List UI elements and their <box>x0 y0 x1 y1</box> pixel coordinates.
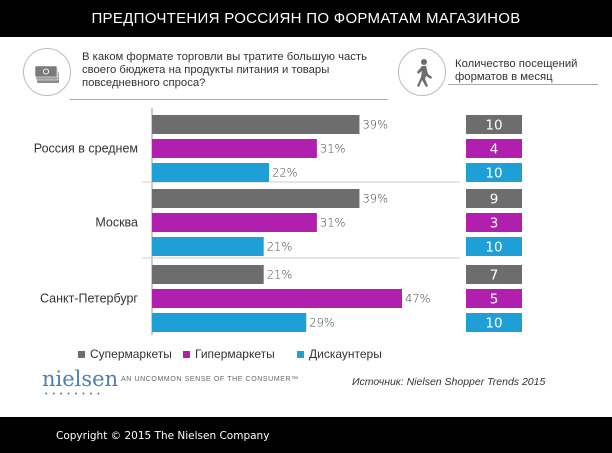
source-note: Источник: Nielsen Shopper Trends 2015 <box>352 376 546 388</box>
bar-value-label: 47% <box>405 292 431 306</box>
bar-value-label: 31% <box>320 216 346 230</box>
divider-right <box>448 84 598 85</box>
page-title: ПРЕДПОЧТЕНИЯ РОССИЯН ПО ФОРМАТАМ МАГАЗИН… <box>91 10 521 27</box>
bar-value-label: 21% <box>267 240 293 254</box>
visits-box <box>466 289 522 308</box>
visits-value: 10 <box>485 316 502 332</box>
bar-supermarkets <box>152 189 360 208</box>
legend-label: Супермаркеты <box>90 347 172 361</box>
visits-value: 7 <box>490 268 499 284</box>
money-stack-icon <box>23 48 71 96</box>
visits-box <box>466 189 522 208</box>
bar-value-label: 29% <box>309 316 335 330</box>
visits-box <box>466 313 522 332</box>
bar-hypermarkets <box>152 139 317 158</box>
bar-supermarkets <box>152 265 264 284</box>
visits-box <box>466 139 522 158</box>
visits-box <box>466 265 522 284</box>
visits-value: 10 <box>485 118 502 134</box>
category-label: Санкт-Петербург <box>40 292 138 306</box>
visits-box <box>466 115 522 134</box>
bar-value-label: 39% <box>362 192 388 206</box>
question-left: В каком формате торговли вы тратите боль… <box>82 51 367 89</box>
visits-value: 10 <box>485 240 502 256</box>
visits-value: 10 <box>485 166 502 182</box>
bar-discounters <box>152 313 307 332</box>
bar-value-label: 39% <box>362 118 388 132</box>
category-label: Москва <box>95 216 138 230</box>
copyright: Copyright © 2015 The Nielsen Company <box>56 430 270 442</box>
walking-person-icon <box>398 48 446 96</box>
legend-label: Гипермаркеты <box>195 347 275 361</box>
bar-supermarkets <box>152 115 360 134</box>
bar-hypermarkets <box>152 289 402 308</box>
legend-item-supermarkets: Супермаркеты <box>78 347 172 361</box>
bar-value-label: 22% <box>272 166 298 180</box>
legend-item-hypermarkets: Гипермаркеты <box>183 347 275 361</box>
visits-box <box>466 237 522 256</box>
bar-value-label: 31% <box>320 142 346 156</box>
visits-box <box>466 213 522 232</box>
legend-item-discounters: Дискаунтеры <box>297 347 382 361</box>
legend-swatch <box>297 350 304 358</box>
visits-value: 9 <box>490 192 499 208</box>
question-right: Количество посещений форматов в месяц <box>455 58 578 83</box>
bar-discounters <box>152 237 264 256</box>
logo-dots: •••••••• <box>45 391 105 398</box>
legend-label: Дискаунтеры <box>309 347 382 361</box>
nielsen-logo: nielsen <box>42 367 119 391</box>
visits-box <box>466 163 522 182</box>
tagline: AN UNCOMMON SENSE OF THE CONSUMER™ <box>121 376 299 383</box>
legend-swatch <box>183 350 190 358</box>
visits-value: 4 <box>490 142 499 158</box>
footer-bar: Copyright © 2015 The Nielsen Company <box>0 417 612 453</box>
category-label: Россия в среднем <box>34 142 138 156</box>
bar-discounters <box>152 163 270 182</box>
bar-value-label: 21% <box>267 268 293 282</box>
visits-value: 5 <box>490 292 499 308</box>
visits-value: 3 <box>490 216 499 232</box>
title-bar: ПРЕДПОЧТЕНИЯ РОССИЯН ПО ФОРМАТАМ МАГАЗИН… <box>0 0 612 37</box>
legend-swatch <box>78 350 85 358</box>
bar-hypermarkets <box>152 213 317 232</box>
divider-left <box>70 99 388 100</box>
